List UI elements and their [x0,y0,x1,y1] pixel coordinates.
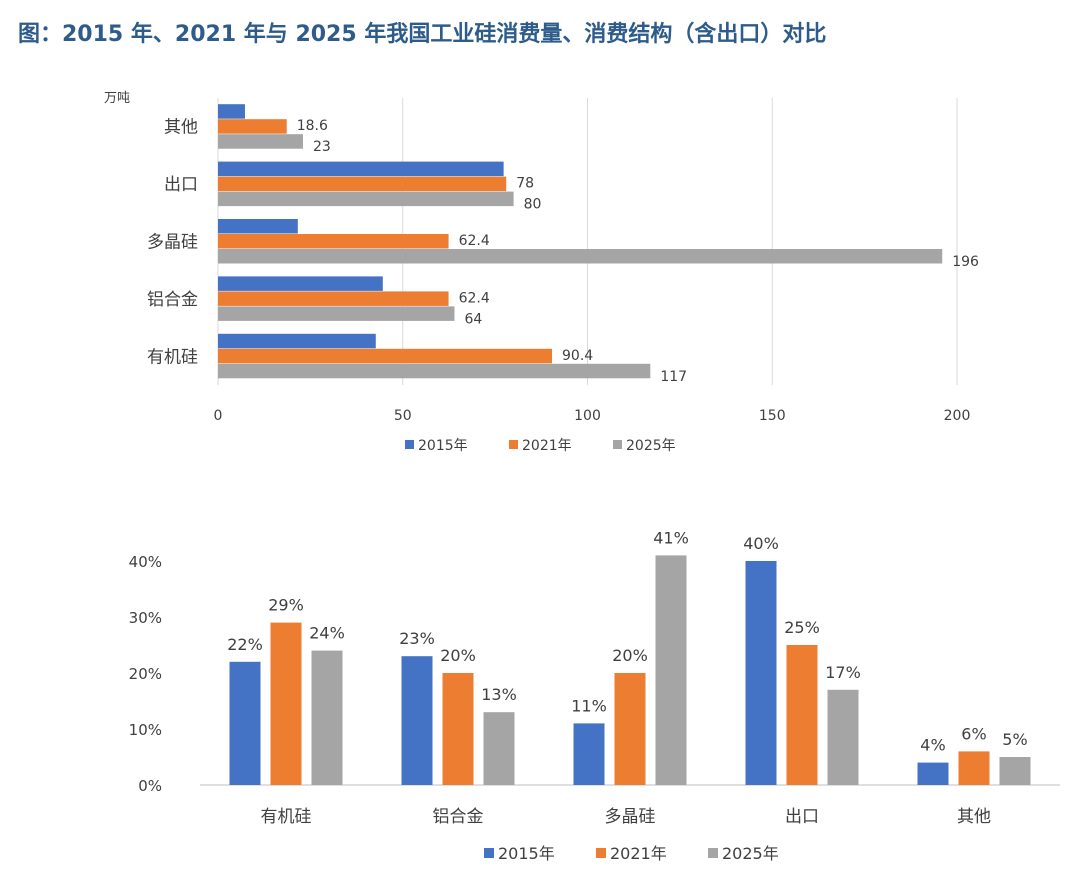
data-label: 22% [227,635,263,654]
y-tick-label: 10% [129,721,162,739]
legend-swatch [405,440,414,449]
legend-label: 2015年 [418,438,468,454]
x-tick-label: 100 [574,408,601,424]
bar-2015年 [573,723,605,785]
x-tick-label: 200 [944,408,971,424]
category-label: 有机硅 [147,347,198,367]
data-label: 6% [961,724,986,743]
data-label: 62.4 [459,290,490,306]
bar-2025年 [999,757,1031,785]
data-label: 90.4 [562,348,593,364]
y-tick-label: 40% [129,553,162,571]
y-tick-label: 30% [129,609,162,627]
data-label: 25% [784,618,820,637]
bar-2015年 [401,656,433,785]
bar-2025年 [218,363,651,379]
bar-2015年 [917,762,949,785]
horizontal-bar-chart: 万吨 0 50 100 150 200 其他 18.6 23 出口 78 80 多晶硅 62.4 196 铝合… [104,91,979,454]
bar-2025年 [483,712,515,785]
category-label: 其他 [957,807,991,827]
data-label: 20% [612,646,648,665]
bar-2015年 [218,276,383,291]
data-label: 24% [309,624,345,643]
data-label: 13% [481,685,517,704]
data-label: 11% [571,696,607,715]
data-label: 23 [313,139,331,155]
bar-2025年 [218,191,514,207]
data-label: 117 [660,369,687,385]
bar-2025年 [655,555,687,785]
category-label: 有机硅 [261,807,312,827]
x-tick-label: 0 [214,408,223,424]
data-label: 62.4 [459,233,490,249]
data-label: 196 [952,254,979,270]
category-label: 出口 [785,807,819,827]
category-label: 出口 [164,175,198,195]
bar-2021年 [442,673,474,785]
figure-title: 图：2015 年、2021 年与 2025 年我国工业硅消费量、消费结构（含出口… [18,22,827,47]
bar-2021年 [786,645,818,785]
bar-2021年 [218,119,287,134]
data-label: 64 [464,311,482,327]
legend-label: 2021年 [610,844,667,863]
data-label: 23% [399,629,435,648]
legend-label: 2021年 [522,438,572,454]
bar-2025年 [827,689,859,785]
data-label: 78 [516,176,534,192]
y-tick-label: 0% [138,777,162,795]
bar-2021年 [958,751,990,785]
legend-label: 2025年 [626,438,676,454]
bar-2015年 [229,661,261,785]
bar-2025年 [218,249,943,264]
bar-2021年 [218,348,553,364]
data-label: 80 [524,197,542,213]
bar-2021年 [218,176,507,192]
data-label: 18.6 [297,118,328,134]
x-tick-label: 150 [759,408,786,424]
data-label: 4% [920,736,945,755]
bar-2025年 [218,134,303,149]
legend-swatch [484,848,494,858]
data-label: 20% [440,646,476,665]
data-label: 41% [653,528,689,547]
data-label: 40% [743,534,779,553]
legend-label: 2025年 [722,844,779,863]
data-label: 29% [268,596,304,615]
legend-swatch [509,440,518,449]
bar-2021年 [218,234,449,249]
unit-label: 万吨 [104,91,130,106]
bar-2021年 [270,622,302,785]
y-tick-label: 20% [129,665,162,683]
bar-2025年 [311,650,343,785]
bar-2015年 [218,219,298,234]
data-label: 5% [1002,730,1027,749]
bar-2015年 [218,333,376,349]
bar-2015年 [218,104,245,119]
bar-2021年 [218,291,449,306]
category-label: 其他 [164,118,198,138]
bar-2021年 [614,673,646,785]
legend-swatch [613,440,622,449]
category-label: 铝合金 [433,807,484,827]
category-label: 多晶硅 [605,807,656,827]
legend-swatch [596,848,606,858]
category-label: 铝合金 [147,290,198,310]
legend-swatch [708,848,718,858]
bar-2015年 [745,561,777,785]
category-label: 多晶硅 [147,233,198,253]
bar-2025年 [218,306,455,321]
bar-2015年 [218,161,504,177]
x-tick-label: 50 [394,408,412,424]
legend-label: 2015年 [498,844,555,863]
data-label: 17% [825,663,861,682]
